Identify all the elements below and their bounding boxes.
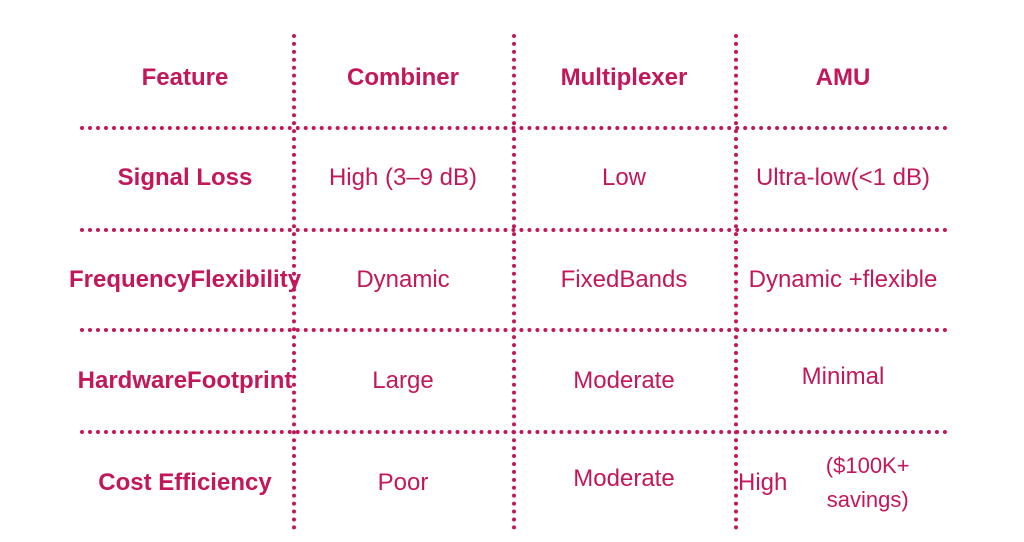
header-multiplexer: Multiplexer bbox=[560, 64, 688, 91]
cell-combiner: High (3–9 dB) bbox=[296, 132, 510, 224]
cell-multiplexer: Moderate bbox=[516, 334, 732, 428]
cell-text: Moderate bbox=[573, 465, 675, 492]
column-divider bbox=[292, 34, 296, 530]
column-divider bbox=[734, 34, 738, 530]
cell-text: ($100K+ savings) bbox=[825, 453, 910, 512]
cell-combiner: Dynamic bbox=[296, 234, 510, 326]
cell-text: Dynamic + bbox=[748, 266, 863, 293]
cell-text: Bands bbox=[619, 266, 688, 293]
cell-text: Fixed bbox=[560, 266, 620, 293]
cell-amu: Minimal bbox=[738, 330, 948, 424]
cell-text: Large bbox=[372, 367, 434, 394]
cell-multiplexer: Moderate bbox=[516, 432, 732, 526]
row-label-line: Flexibility bbox=[190, 266, 302, 293]
row-label-line: Signal Loss bbox=[117, 164, 253, 191]
cell-text: Moderate bbox=[573, 367, 675, 394]
row-label-hardware-footprint: Hardware Footprint bbox=[77, 334, 293, 428]
row-label-line: Cost Efficiency bbox=[98, 469, 272, 496]
cell-text: Low bbox=[601, 164, 647, 191]
cell-amu: High ($100K+ savings) bbox=[738, 436, 948, 530]
header-feature: Feature bbox=[141, 64, 229, 91]
row-label-signal-loss: Signal Loss bbox=[80, 132, 290, 224]
cell-text: Dynamic bbox=[356, 266, 450, 293]
row-label-line: Frequency bbox=[68, 266, 191, 293]
cell-multiplexer: Low bbox=[516, 132, 732, 224]
row-label-line: Hardware bbox=[77, 367, 188, 394]
row-label-cost-efficiency: Cost Efficiency bbox=[80, 436, 290, 530]
cell-text: Ultra-low bbox=[755, 164, 851, 191]
cell-text: Minimal bbox=[801, 363, 885, 390]
row-label-frequency-flexibility: Frequency Flexibility bbox=[69, 234, 301, 326]
cell-text: Poor bbox=[377, 469, 429, 496]
cell-multiplexer: Fixed Bands bbox=[516, 234, 732, 326]
row-divider bbox=[80, 126, 948, 130]
column-divider bbox=[512, 34, 516, 530]
cell-amu: Ultra-low (<1 dB) bbox=[738, 132, 948, 224]
cell-combiner: Poor bbox=[296, 436, 510, 530]
cell-text: High (3–9 dB) bbox=[328, 164, 478, 191]
cell-text: flexible bbox=[862, 266, 938, 293]
row-divider bbox=[80, 430, 948, 434]
row-label-line: Footprint bbox=[187, 367, 293, 394]
cell-combiner: Large bbox=[296, 334, 510, 428]
row-divider bbox=[80, 328, 948, 332]
header-amu: AMU bbox=[815, 64, 871, 91]
cell-amu: Dynamic + flexible bbox=[738, 234, 948, 326]
row-divider bbox=[80, 228, 948, 232]
cell-text: High bbox=[738, 469, 788, 496]
cell-text: (<1 dB) bbox=[850, 164, 931, 191]
header-combiner: Combiner bbox=[346, 64, 459, 91]
